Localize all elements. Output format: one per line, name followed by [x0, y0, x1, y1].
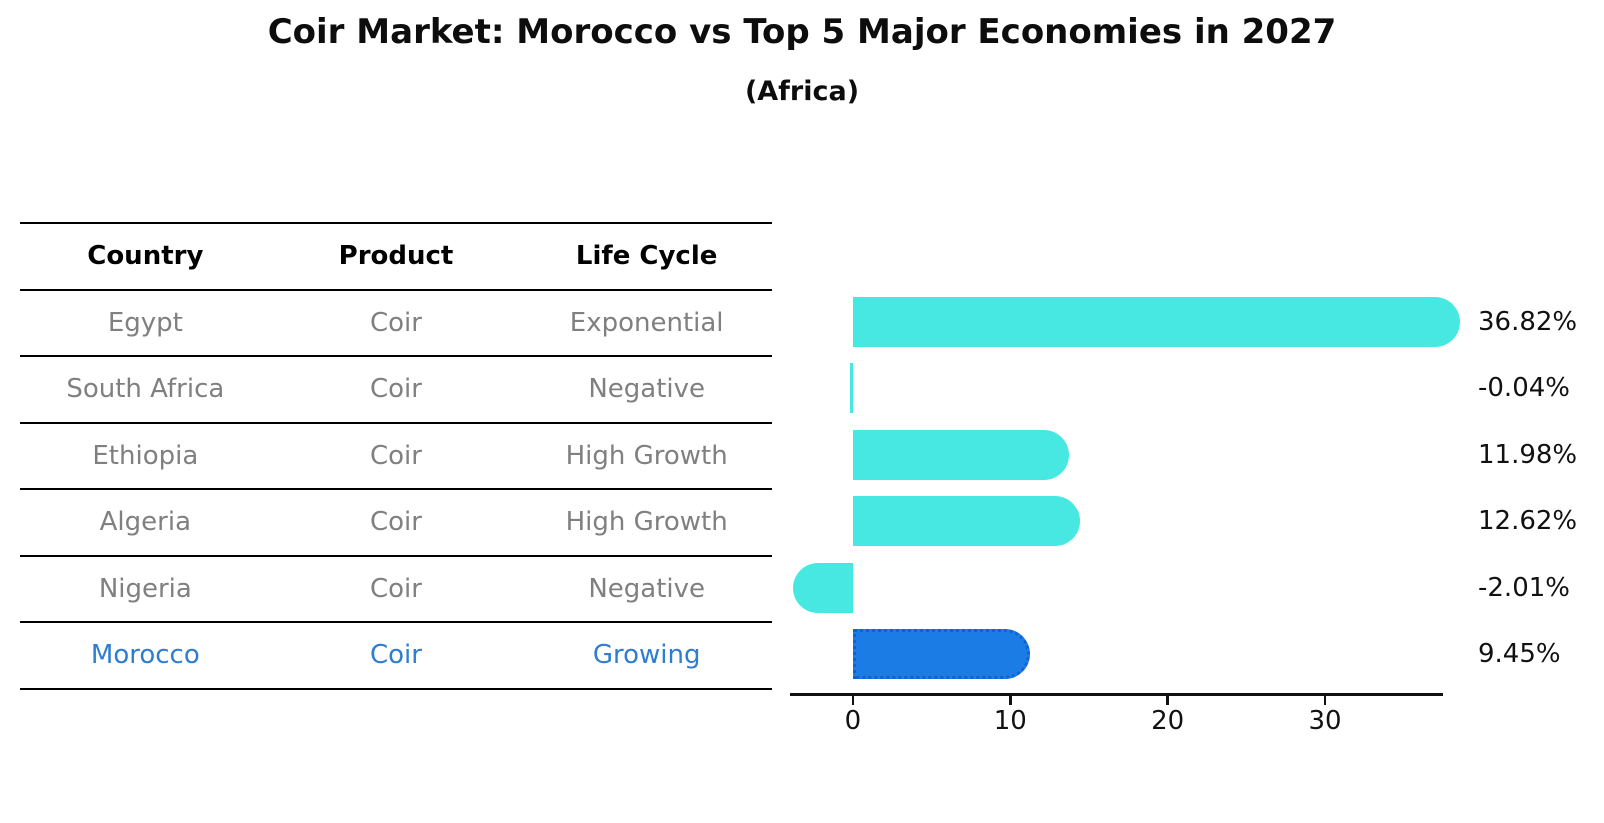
cell-life-cycle: Negative: [588, 374, 705, 405]
table-row: Egypt Coir Exponential: [20, 291, 772, 357]
cell-country: Morocco: [90, 640, 200, 671]
bar-egypt: [852, 296, 1461, 347]
cell-country: Egypt: [107, 307, 183, 338]
bar-value-label: 9.45%: [1478, 639, 1561, 670]
x-axis-tick-label: 20: [1151, 706, 1185, 736]
cell-product: Coir: [370, 374, 422, 405]
bar-south-africa: [850, 363, 853, 414]
cell-life-cycle: Exponential: [569, 307, 724, 338]
table-row: Nigeria Coir Negative: [20, 557, 772, 623]
cell-life-cycle: High Growth: [565, 440, 728, 471]
chart-subtitle: (Africa): [744, 76, 860, 107]
cell-product: Coir: [370, 507, 422, 538]
column-header-product: Product: [338, 241, 454, 272]
cell-product: Coir: [370, 573, 422, 604]
cell-life-cycle: High Growth: [565, 507, 728, 538]
table-row: Morocco Coir Growing: [20, 623, 772, 690]
bar-ethiopia: [852, 429, 1070, 480]
table-row: Ethiopia Coir High Growth: [20, 424, 772, 490]
column-header-country: Country: [87, 241, 204, 272]
bar-algeria: [852, 496, 1080, 547]
cell-product: Coir: [370, 440, 422, 471]
bar-value-label: 11.98%: [1478, 439, 1578, 470]
column-header-life-cycle: Life Cycle: [575, 241, 718, 272]
x-axis-tick: [1323, 695, 1327, 705]
cell-country: Nigeria: [98, 573, 192, 604]
table-row: Algeria Coir High Growth: [20, 490, 772, 557]
x-axis-tick: [1009, 695, 1012, 705]
cell-product: Coir: [370, 307, 422, 338]
cell-product: Coir: [370, 640, 422, 671]
x-axis-line: [790, 693, 1443, 696]
table-row: South Africa Coir Negative: [20, 357, 772, 424]
cell-country: South Africa: [66, 374, 225, 405]
cell-country: Ethiopia: [92, 440, 199, 471]
cell-life-cycle: Negative: [588, 573, 705, 604]
x-axis-tick-label: 30: [1308, 706, 1342, 736]
x-axis-tick: [851, 695, 855, 705]
table-header-row: Country Product Life Cycle: [20, 224, 772, 291]
bar-nigeria: [793, 562, 853, 613]
bar-value-label: 12.62%: [1478, 506, 1578, 537]
country-table: Country Product Life Cycle Egypt Coir Ex…: [20, 222, 772, 690]
x-axis-tick-label: 0: [844, 706, 862, 736]
chart-title: Coir Market: Morocco vs Top 5 Major Econ…: [267, 12, 1337, 52]
bar-value-label: -2.01%: [1478, 572, 1570, 603]
x-axis-tick-label: 10: [993, 706, 1027, 736]
x-axis-tick: [1166, 695, 1169, 705]
bar-value-label: -0.04%: [1478, 373, 1570, 404]
cell-life-cycle: Growing: [592, 640, 701, 671]
cell-country: Algeria: [99, 507, 191, 538]
bar-morocco: [852, 629, 1030, 680]
bar-value-label: 36.82%: [1478, 306, 1578, 337]
